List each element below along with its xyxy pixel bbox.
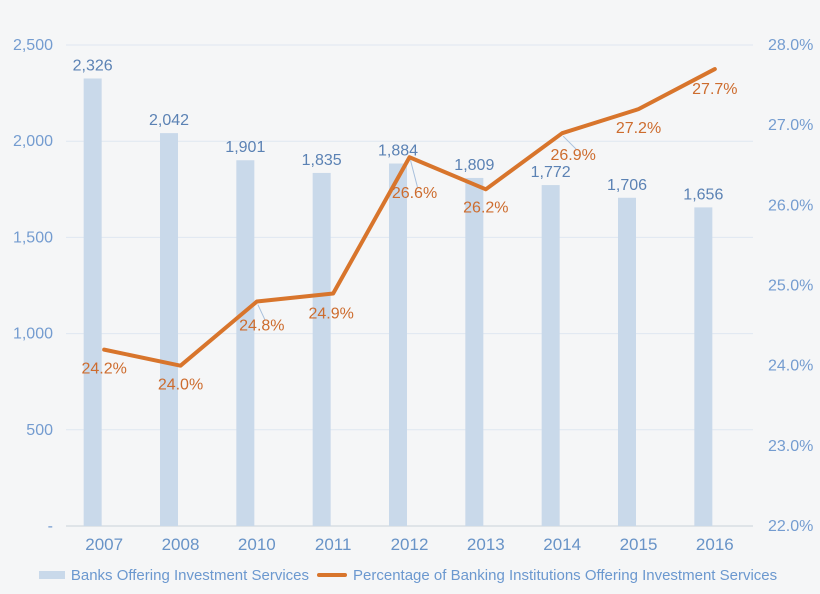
legend-bar-series-label: Banks Offering Investment Services — [70, 566, 310, 584]
label-leader-line — [562, 135, 577, 150]
bar-value-label-2011: 1,835 — [302, 152, 342, 169]
line-value-label-2012: 26.6% — [392, 185, 437, 202]
line-value-label-2008: 24.0% — [158, 377, 203, 394]
x-axis-label-2011: 2011 — [315, 535, 352, 554]
line-value-label-2011: 24.9% — [308, 306, 353, 323]
bar-value-label-2010: 1,901 — [225, 139, 265, 156]
bar-value-label-2008: 2,042 — [149, 112, 189, 129]
left-axis-tick: 500 — [26, 422, 53, 439]
bar-value-label-2014: 1,772 — [531, 164, 571, 181]
x-axis-label-2012: 2012 — [391, 535, 429, 554]
bar-2007 — [83, 78, 102, 526]
bar-value-label-2016: 1,656 — [683, 186, 723, 203]
right-axis-tick: 24.0% — [768, 358, 813, 375]
x-axis-label-2008: 2008 — [162, 535, 200, 554]
percentage-line — [102, 67, 717, 368]
right-axis-tick: 23.0% — [768, 438, 813, 455]
legend-line-swatch-icon — [317, 573, 348, 577]
bar-2011 — [312, 172, 331, 527]
line-value-label-2013: 26.2% — [463, 199, 508, 216]
x-axis-label-2016: 2016 — [696, 535, 734, 554]
bar-value-label-2015: 1,706 — [607, 177, 647, 194]
bar-2014 — [541, 185, 560, 526]
x-axis-label-2015: 2015 — [620, 535, 658, 554]
bar-value-label-2007: 2,326 — [73, 57, 113, 74]
left-axis-tick: - — [48, 518, 53, 535]
bar-2013 — [465, 177, 484, 526]
right-axis-tick: 27.0% — [768, 117, 813, 134]
left-axis-tick: 1,000 — [13, 326, 53, 343]
right-axis-tick: 26.0% — [768, 197, 813, 214]
line-value-label-2014: 26.9% — [550, 147, 595, 164]
legend-line-series-label: Percentage of Banking Institutions Offer… — [353, 566, 778, 584]
bar-2016 — [694, 207, 713, 526]
left-axis-tick: 1,500 — [13, 229, 53, 246]
line-value-label-2007: 24.2% — [81, 361, 126, 378]
x-axis-label-2010: 2010 — [238, 535, 276, 554]
bar-2008 — [160, 133, 178, 526]
line-value-label-2016: 27.7% — [692, 81, 737, 98]
line-value-label-2015: 27.2% — [616, 120, 661, 137]
bar-value-label-2013: 1,809 — [454, 157, 494, 174]
left-axis-tick: 2,500 — [13, 37, 53, 54]
x-axis-label-2007: 2007 — [85, 535, 123, 554]
x-axis-label-2014: 2014 — [543, 535, 581, 554]
right-axis-tick: 25.0% — [768, 278, 813, 295]
x-axis-label-2013: 2013 — [467, 535, 505, 554]
legend: Banks Offering Investment Services Perce… — [0, 563, 820, 587]
bar-2010 — [236, 160, 255, 526]
label-leader-line — [410, 160, 418, 188]
right-axis-tick: 28.0% — [768, 37, 813, 54]
bar-value-label-2012: 1,884 — [378, 143, 418, 160]
legend-bar-swatch-icon — [38, 571, 65, 579]
right-axis-tick: 22.0% — [768, 518, 813, 535]
chart-svg: - 500 1,000 1,500 2,000 2,500 22.0% 23.0% 24.0% 2… — [13, 37, 813, 554]
left-axis-tick: 2,000 — [13, 133, 53, 150]
line-value-label-2010: 24.8% — [239, 318, 284, 335]
label-leader-line — [257, 304, 266, 320]
bar-2012 — [389, 163, 407, 526]
bar-2015 — [618, 197, 636, 526]
